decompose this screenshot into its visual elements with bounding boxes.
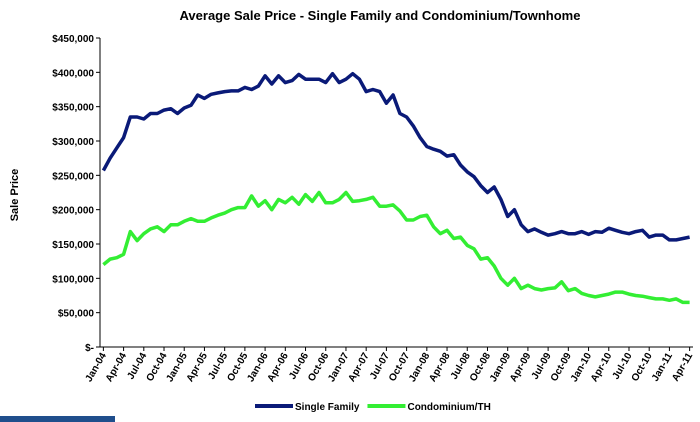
legend-label: Single Family [295,402,360,413]
x-tick-label: Apr-10 [589,351,615,384]
y-tick-label: $- [85,343,94,354]
y-tick-label: $300,000 [52,137,94,148]
line-series [101,71,690,242]
x-tick-label: Apr-09 [508,351,534,384]
x-tick-label: Apr-08 [427,351,453,384]
line-series [102,190,690,305]
x-tick-label: Apr-04 [104,351,130,384]
y-tick-label: $100,000 [52,274,94,285]
y-tick-label: $450,000 [52,34,94,45]
y-tick-label: $200,000 [52,206,94,217]
y-tick-label: $250,000 [52,171,94,182]
x-tick-label: Apr-07 [346,351,372,384]
decor-bar [0,416,115,422]
y-tick-label: $350,000 [52,103,94,114]
x-tick-label: Apr-05 [185,351,211,384]
y-tick-label: $150,000 [52,240,94,251]
chart-title: Average Sale Price - Single Family and C… [180,8,581,23]
x-tick-label: Apr-06 [266,351,292,384]
y-tick-label: $400,000 [52,68,94,79]
x-tick-label: Apr-11 [670,351,695,384]
y-tick-label: $50,000 [58,309,95,320]
legend-label: Condominium/TH [407,402,490,413]
y-axis-title: Sale Price [9,169,21,222]
